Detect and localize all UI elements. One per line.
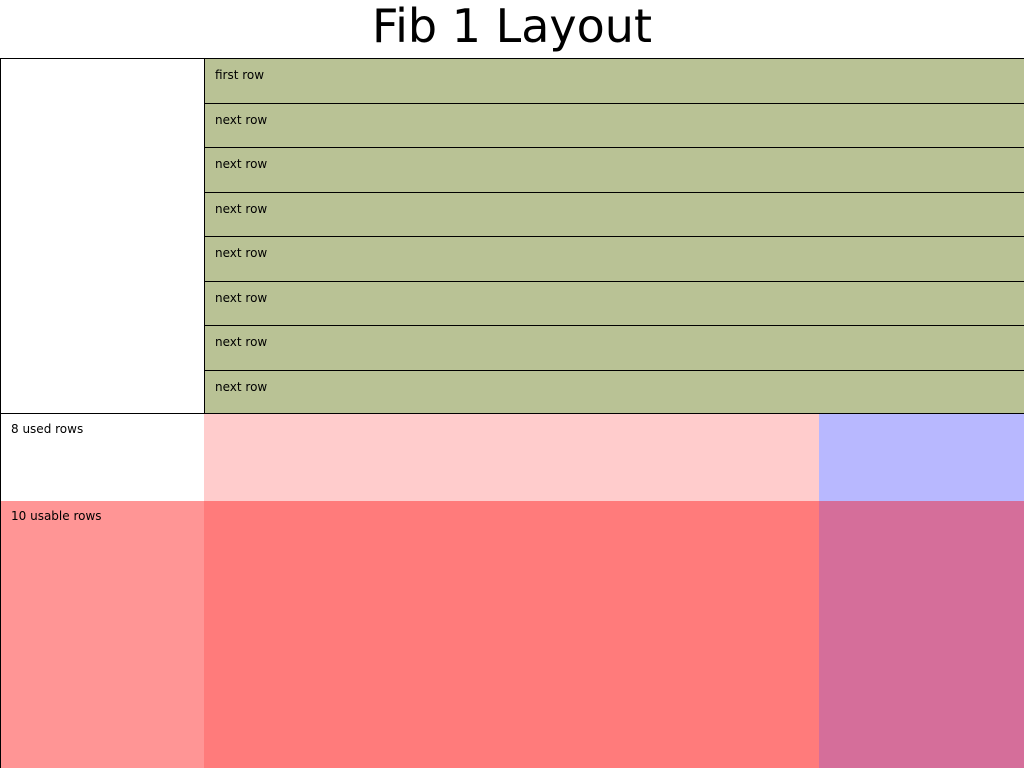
table-row: next row <box>204 147 1024 192</box>
table-row: next row <box>204 236 1024 281</box>
table-row: next row <box>204 192 1024 236</box>
table-row: next row <box>204 103 1024 147</box>
left-empty-pane <box>0 58 205 414</box>
row-label: next row <box>215 113 268 127</box>
usable-rows-main-area <box>204 501 819 768</box>
row-label: next row <box>215 246 268 260</box>
row-label: first row <box>215 68 265 82</box>
usable-rows-side-area <box>819 501 1024 768</box>
used-rows-cell: 8 used rows <box>0 413 204 501</box>
rows-container: first row next row next row next row next ro… <box>204 58 1024 414</box>
page-title: Fib 1 Layout <box>372 0 652 53</box>
used-rows-side-area <box>819 413 1024 501</box>
usable-rows-label: 10 usable rows <box>11 509 102 523</box>
table-row: next row <box>204 325 1024 370</box>
table-row: next row <box>204 281 1024 325</box>
table-row: next row <box>204 370 1024 414</box>
row-label: next row <box>215 157 268 171</box>
row-label: next row <box>215 291 268 305</box>
row-label: next row <box>215 202 268 216</box>
table-row: first row <box>204 58 1024 103</box>
used-rows-main-area <box>204 413 819 501</box>
row-label: next row <box>215 380 268 394</box>
used-rows-label: 8 used rows <box>11 422 84 436</box>
usable-rows-cell: 10 usable rows <box>0 501 204 768</box>
row-label: next row <box>215 335 268 349</box>
